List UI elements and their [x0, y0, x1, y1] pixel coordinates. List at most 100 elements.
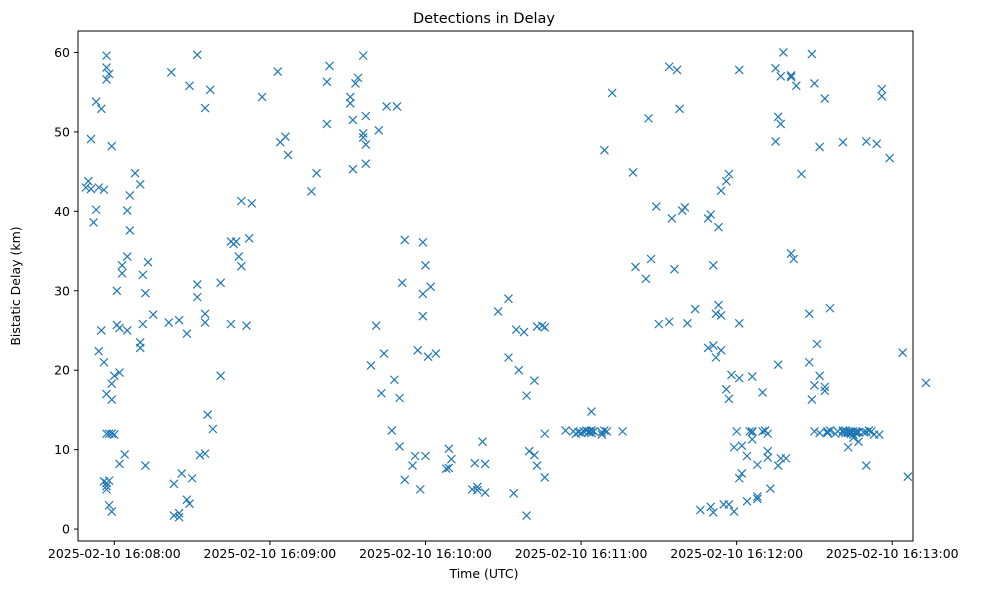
data-point: [877, 84, 887, 94]
data-point: [509, 488, 519, 498]
data-point: [86, 184, 96, 194]
data-point: [747, 427, 757, 437]
data-point: [540, 473, 550, 482]
data-point: [122, 252, 132, 262]
data-point: [742, 496, 752, 506]
data-point: [376, 388, 386, 398]
data-point: [413, 345, 423, 355]
data-point: [423, 352, 433, 362]
data-point: [102, 481, 111, 491]
data-point: [758, 426, 768, 436]
data-point: [115, 459, 124, 469]
data-point: [776, 71, 786, 81]
data-point: [205, 85, 215, 95]
data-point: [711, 353, 721, 362]
data-point: [820, 386, 830, 396]
data-point: [361, 159, 371, 169]
data-point: [540, 429, 550, 439]
data-point: [823, 426, 832, 436]
data-point: [91, 205, 101, 215]
data-point: [599, 426, 609, 436]
data-point: [646, 254, 656, 264]
data-point: [99, 357, 109, 367]
data-point: [807, 395, 817, 405]
data-point: [104, 69, 114, 79]
data-point: [102, 51, 111, 61]
data-point: [752, 460, 762, 470]
y-tick-label: 40: [54, 204, 70, 219]
data-point: [776, 119, 786, 129]
data-point: [574, 427, 583, 437]
data-point: [587, 428, 596, 438]
data-point: [169, 511, 179, 521]
data-point: [524, 446, 534, 456]
data-point: [418, 289, 428, 299]
data-point: [667, 214, 677, 223]
data-point: [791, 81, 801, 91]
data-point: [107, 395, 117, 405]
data-point: [810, 79, 819, 88]
data-point: [140, 461, 150, 470]
data-point: [921, 378, 931, 388]
data-point: [185, 81, 194, 91]
data-point: [130, 168, 140, 178]
data-point: [229, 239, 239, 249]
data-point: [226, 319, 236, 329]
data-point: [200, 309, 210, 319]
data-point: [631, 262, 640, 272]
plot-area-frame: [77, 30, 914, 542]
data-point: [825, 303, 835, 313]
data-point: [480, 488, 490, 497]
data-point: [708, 341, 718, 351]
data-point: [109, 371, 119, 381]
data-point: [522, 511, 532, 521]
data-point: [382, 102, 392, 111]
data-point: [703, 343, 713, 353]
data-point: [716, 345, 726, 355]
data-point: [257, 92, 267, 102]
data-point: [861, 427, 871, 437]
data-point: [773, 112, 783, 122]
data-point: [421, 260, 430, 270]
y-axis-label: Bistatic Delay (km): [8, 226, 23, 345]
data-point: [815, 142, 825, 152]
data-point: [102, 63, 111, 72]
data-point: [763, 429, 773, 439]
data-point: [724, 169, 734, 179]
data-point: [737, 469, 747, 478]
data-point: [174, 315, 184, 325]
data-point: [351, 79, 360, 88]
data-point: [192, 279, 202, 289]
data-point: [444, 463, 454, 473]
data-point: [195, 450, 205, 460]
data-point: [820, 94, 830, 103]
data-point: [374, 125, 384, 135]
data-point: [786, 249, 796, 258]
data-point: [763, 446, 773, 456]
data-point: [392, 102, 402, 111]
data-point: [164, 318, 174, 327]
data-point: [589, 426, 599, 436]
data-point: [752, 494, 762, 504]
data-point: [789, 254, 799, 264]
data-point: [345, 98, 355, 108]
data-point: [771, 63, 780, 73]
data-point: [379, 349, 389, 358]
data-point: [651, 202, 661, 211]
data-point: [786, 72, 796, 82]
data-point: [358, 51, 368, 61]
data-point: [200, 103, 210, 113]
data-point: [714, 300, 723, 310]
data-point: [708, 260, 718, 270]
data-point: [322, 77, 332, 87]
data-point: [418, 311, 428, 321]
data-point: [519, 327, 529, 337]
data-point: [325, 61, 334, 71]
data-point: [781, 453, 791, 463]
data-point: [706, 210, 716, 219]
data-point: [99, 185, 109, 195]
data-point: [861, 136, 871, 146]
data-point: [763, 453, 773, 463]
data-point: [599, 145, 609, 155]
